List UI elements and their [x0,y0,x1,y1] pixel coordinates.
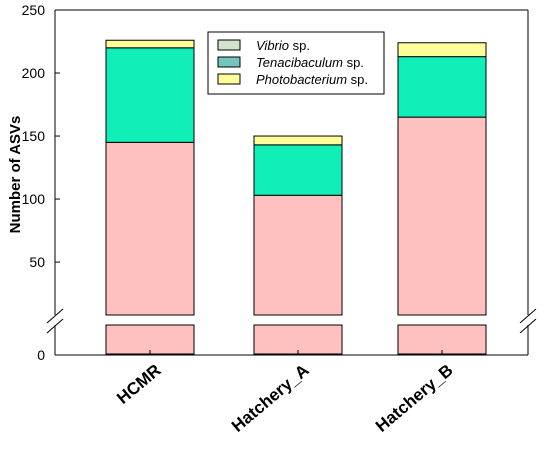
legend: Vibrio sp. Tenacibaculum sp. Photobacteriu… [207,31,385,95]
legend-label: Tenacibaculum sp. [256,55,364,70]
bar-segment-base-lower [105,324,195,355]
bar-segment-photobacterium [397,42,487,58]
axis-break-mark-right [519,308,537,324]
y-tick-label: 0 [37,347,45,363]
x-category-label: Hatchery_B [372,361,457,436]
bar-segment-tenacibaculum [397,56,487,118]
y-axis-title: Number of ASVs [7,116,24,234]
y-tick-label: 50 [29,254,45,270]
x-category-label: Hatchery_A [228,361,313,436]
plot-area: 0 50 100 150 200 250 Number of ASVs HCMR Hatcher… [7,2,537,436]
bar-segment-base [253,194,343,316]
bar-segment-photobacterium [253,135,343,146]
legend-label: Vibrio sp. [256,38,310,53]
bar-segment-tenacibaculum [253,144,343,196]
y-tick-label: 250 [22,2,46,18]
y-tick-label: 200 [22,65,46,81]
legend-swatch [217,39,241,51]
legend-label: Photobacterium sp. [256,72,368,87]
bar-segment-tenacibaculum [105,47,195,143]
y-tick-label: 100 [22,191,46,207]
bar-segment-base-lower [397,324,487,355]
axis-break-mark-left [46,318,64,334]
legend-swatch [217,56,241,68]
y-tick-label: 150 [22,128,46,144]
x-category-label: HCMR [113,361,164,408]
bar-segment-base-lower [253,324,343,355]
bar-segment-photobacterium [105,39,195,49]
axis-break-mark-left [46,308,64,324]
bar-segment-base [105,141,195,316]
axis-break-mark-right [519,318,537,334]
legend-swatch [217,73,241,85]
bar-segment-base [397,116,487,316]
